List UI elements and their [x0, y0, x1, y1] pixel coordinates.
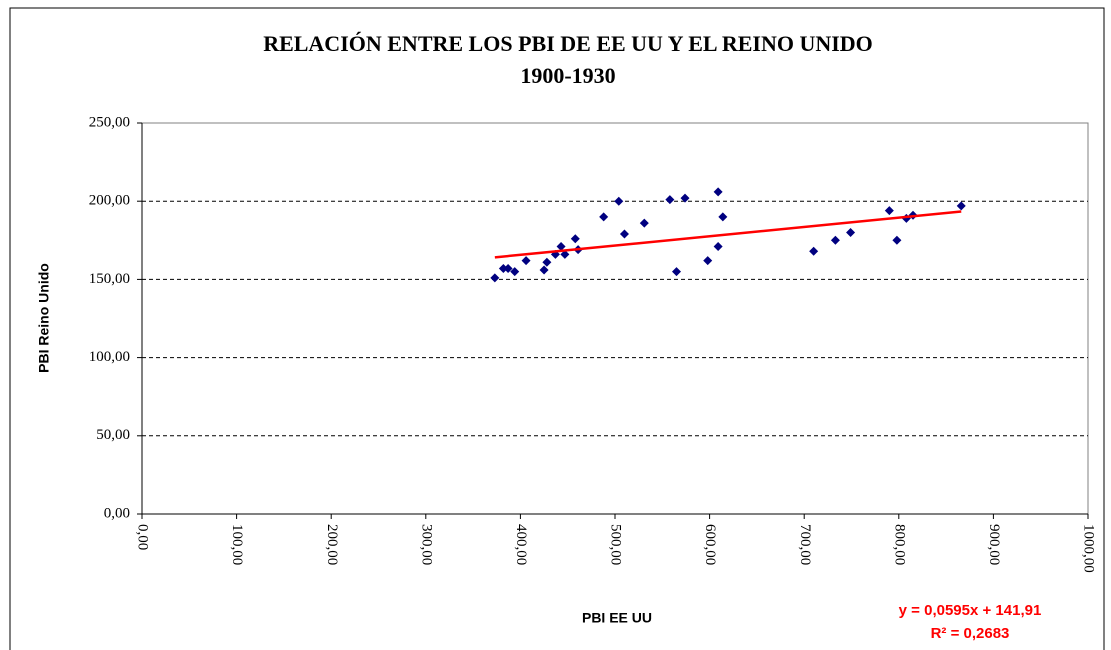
- point: [713, 242, 723, 252]
- point: [619, 229, 629, 239]
- point: [884, 206, 894, 216]
- point: [490, 273, 500, 283]
- point: [570, 234, 580, 244]
- x-tick-label: 1000,00: [1081, 524, 1097, 573]
- point: [498, 263, 508, 273]
- point: [671, 267, 681, 277]
- point: [892, 235, 902, 245]
- x-tick-label: 800,00: [891, 524, 907, 565]
- plot-area: [141, 122, 1089, 515]
- x-tick-label: 900,00: [986, 524, 1002, 565]
- x-tick-label: 0,00: [135, 524, 151, 550]
- point: [680, 193, 690, 203]
- y-tick-label: 100,00: [89, 349, 130, 365]
- x-tick-label: 600,00: [702, 524, 718, 565]
- point: [809, 246, 819, 256]
- chart-subtitle: 1900-1930: [520, 63, 615, 88]
- point: [718, 212, 728, 222]
- point: [599, 212, 609, 222]
- trend-r-squared: R² = 0,2683: [931, 625, 1010, 642]
- x-tick-label: 400,00: [513, 524, 529, 565]
- point: [556, 242, 566, 252]
- trendline: [494, 210, 962, 259]
- y-axis-label: PBI Reino Unido: [36, 263, 52, 373]
- x-tick-label: 100,00: [229, 524, 245, 565]
- point: [956, 201, 966, 211]
- point: [503, 263, 513, 273]
- x-tick-label: 700,00: [797, 524, 813, 565]
- x-tick-label: 300,00: [418, 524, 434, 565]
- point: [713, 187, 723, 197]
- point: [560, 249, 570, 259]
- chart-title: RELACIÓN ENTRE LOS PBI DE EE UU Y EL REI…: [263, 31, 873, 56]
- chart-frame: [9, 7, 1105, 650]
- y-tick-label: 250,00: [89, 114, 130, 130]
- x-tick-label: 200,00: [324, 524, 340, 565]
- y-tick-label: 0,00: [104, 505, 130, 521]
- point: [846, 227, 856, 237]
- point: [539, 265, 549, 275]
- point: [703, 256, 713, 266]
- point: [665, 195, 675, 205]
- y-tick-label: 200,00: [89, 193, 130, 209]
- point: [542, 257, 552, 267]
- point: [639, 218, 649, 228]
- trend-equation: y = 0,0595x + 141,91: [899, 602, 1042, 619]
- x-tick-label: 500,00: [608, 524, 624, 565]
- point: [614, 196, 624, 206]
- point: [830, 235, 840, 245]
- x-axis-label: PBI EE UU: [582, 610, 652, 626]
- point: [510, 267, 520, 277]
- point: [521, 256, 531, 266]
- y-tick-label: 150,00: [89, 271, 130, 287]
- y-tick-label: 50,00: [96, 427, 130, 443]
